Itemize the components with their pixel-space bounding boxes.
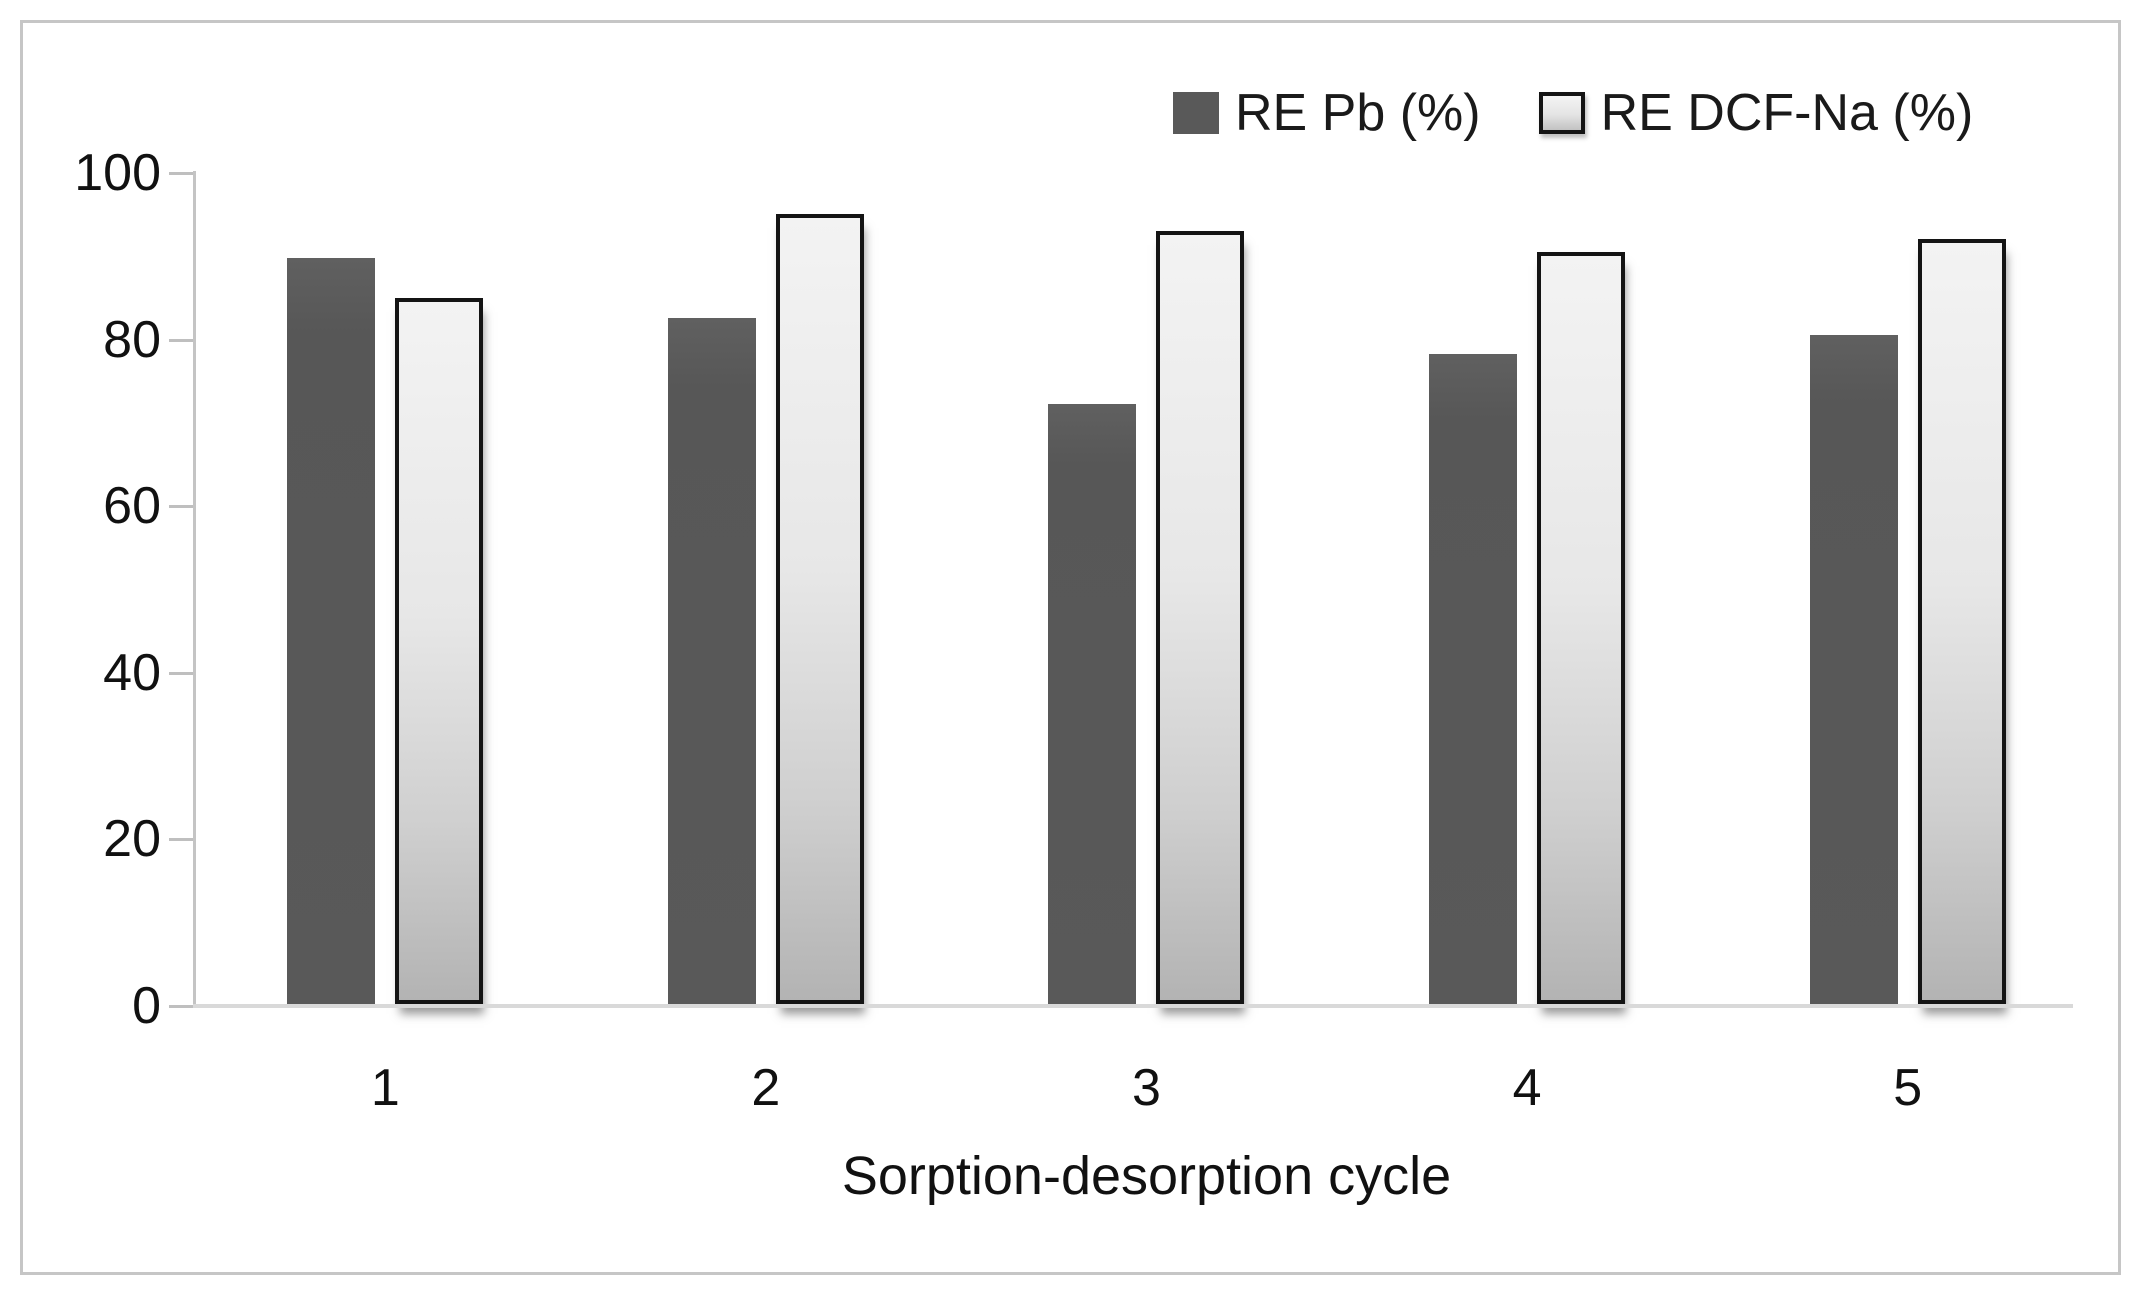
bar-re-dcf-na-cycle-2 — [775, 214, 864, 1004]
legend-swatch-pb-icon — [1173, 92, 1219, 134]
bar-re-pb-cycle-4 — [1429, 354, 1518, 1004]
legend-item: RE Pb (%) — [1173, 85, 1481, 141]
bar-group-cycle-3 — [956, 171, 1337, 1004]
bar-re-pb-cycle-2 — [667, 318, 756, 1004]
x-axis-tick-labels: 1 2 3 4 5 — [195, 1058, 2098, 1118]
bar-group-cycle-4 — [1337, 171, 1718, 1004]
x-axis-line — [193, 1004, 2073, 1008]
bar-re-dcf-na-cycle-1 — [395, 297, 484, 1004]
x-tick-label: 3 — [1132, 1059, 1161, 1117]
legend-label: RE Pb (%) — [1235, 84, 1481, 142]
x-tick-label: 4 — [1512, 1059, 1542, 1117]
y-tick-label: 0 — [132, 977, 161, 1035]
legend-item: RE DCF-Na (%) — [1538, 84, 1974, 142]
y-tick-mark — [169, 338, 193, 342]
bar-re-dcf-na-cycle-3 — [1156, 230, 1245, 1004]
y-tick-label: 20 — [103, 810, 161, 869]
y-tick-mark — [169, 1005, 193, 1008]
bar-re-dcf-na-cycle-4 — [1537, 251, 1626, 1004]
x-tick-label: 5 — [1893, 1059, 1923, 1117]
y-tick-label: 40 — [103, 643, 161, 702]
y-tick-mark — [169, 505, 193, 509]
chart-frame: RE Pb (%) RE DCF-Na (%) 0 20 40 60 80 100 1 2 3 4… — [20, 20, 2121, 1275]
bar-re-dcf-na-cycle-5 — [1917, 239, 2006, 1004]
bar-group-cycle-1 — [195, 171, 576, 1004]
legend-label: RE DCF-Na (%) — [1600, 84, 1974, 142]
x-tick-label: 1 — [370, 1059, 400, 1117]
x-axis-title: Sorption-desorption cycle — [841, 1146, 1452, 1206]
bar-re-pb-cycle-5 — [1809, 335, 1898, 1004]
y-tick-label: 100 — [74, 144, 161, 202]
bar-group-cycle-5 — [1717, 171, 2098, 1004]
y-axis-line — [193, 171, 196, 1007]
y-tick-label: 80 — [103, 310, 161, 369]
bar-group-cycle-2 — [576, 171, 957, 1004]
bar-re-pb-cycle-3 — [1048, 404, 1137, 1004]
y-tick-mark — [169, 671, 193, 675]
y-tick-mark — [169, 838, 193, 842]
legend-swatch-dcf-icon — [1538, 92, 1585, 134]
y-tick-mark — [169, 172, 193, 175]
y-tick-label: 60 — [103, 477, 161, 536]
x-tick-label: 2 — [751, 1059, 781, 1117]
plot-area — [195, 171, 2098, 1004]
bar-re-pb-cycle-1 — [287, 258, 376, 1004]
legend: RE Pb (%) RE DCF-Na (%) — [1173, 85, 1973, 141]
